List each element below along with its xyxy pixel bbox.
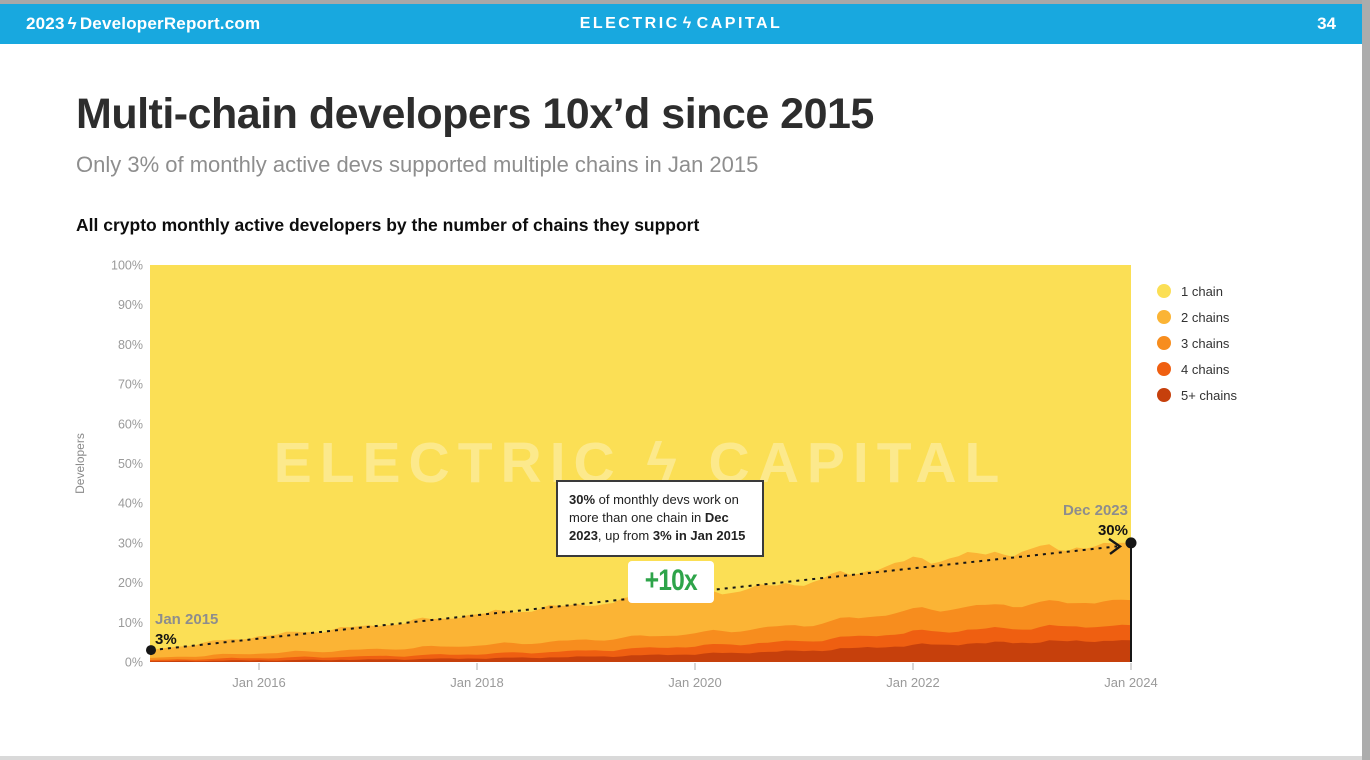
x-tick-label: Jan 2020 — [668, 675, 722, 690]
start-point-marker — [146, 645, 156, 656]
start-value: 3% — [155, 631, 177, 648]
end-point-marker — [1125, 537, 1137, 549]
brand-year: 2023 — [26, 14, 65, 33]
annotation-segment: of monthly devs work on more than one ch… — [569, 492, 739, 526]
annotation-segment: 3% in Jan 2015 — [652, 528, 746, 544]
frame-bottom-strip — [0, 756, 1370, 760]
growth-label: +10x — [644, 564, 698, 597]
legend-label: 2 chains — [1181, 309, 1230, 325]
legend-swatch-icon — [1157, 284, 1171, 298]
logo-right: CAPITAL — [696, 15, 783, 32]
x-tick-label: Jan 2022 — [886, 675, 940, 690]
legend-swatch-icon — [1157, 388, 1171, 402]
y-tick-label: 40% — [118, 497, 143, 511]
y-tick-label: 100% — [111, 259, 143, 273]
y-tick-label: 10% — [118, 616, 143, 630]
y-tick-label: 20% — [118, 576, 143, 590]
trend-arrowhead-icon — [1108, 537, 1123, 555]
legend-item: 3 chains — [1157, 330, 1237, 356]
page-number: 34 — [1317, 14, 1336, 33]
chart-title: All crypto monthly active developers by … — [76, 215, 700, 235]
y-tick-label: 50% — [118, 457, 143, 471]
area-5-chains — [150, 640, 1131, 662]
legend-swatch-icon — [1157, 362, 1171, 376]
trend-dashed-line — [151, 545, 1118, 652]
start-date: Jan 2015 — [155, 611, 219, 628]
header-bar: 2023 ϟ DeveloperReport.com ELECTRIC ϟ CAPITA… — [0, 4, 1362, 44]
annotation-segment: Dec 2023 — [569, 510, 729, 544]
page-title: Multi-chain developers 10x’d since 2015 — [76, 90, 874, 138]
legend-swatch-icon — [1157, 310, 1171, 324]
y-tick-label: 0% — [125, 656, 143, 670]
frame-right-scrollbar — [1362, 0, 1370, 760]
annotation-segment: 30% — [569, 492, 596, 507]
brand-site: DeveloperReport.com — [79, 14, 261, 33]
annotation-segment: , up from — [597, 528, 653, 544]
start-point-label: Jan 2015 3% — [155, 610, 218, 650]
legend-item: 4 chains — [1157, 356, 1237, 382]
end-point-label: Dec 2023 30% — [1018, 501, 1128, 541]
y-tick-label: 60% — [118, 417, 143, 431]
legend-item: 1 chain — [1157, 278, 1237, 304]
logo-left: ELECTRIC — [579, 15, 680, 32]
legend-label: 1 chain — [1181, 283, 1223, 299]
legend-label: 4 chains — [1181, 361, 1230, 377]
growth-badge: +10x — [628, 561, 714, 603]
frame-top-strip — [0, 0, 1370, 4]
annotation-callout: 30% of monthly devs work on more than on… — [556, 480, 764, 557]
legend-label: 3 chains — [1181, 335, 1230, 351]
end-value: 30% — [1097, 522, 1128, 539]
legend-item: 2 chains — [1157, 304, 1237, 330]
x-tick-label: Jan 2018 — [450, 675, 504, 690]
y-tick-label: 90% — [118, 298, 143, 312]
x-tick-label: Jan 2024 — [1104, 675, 1158, 690]
end-date: Dec 2023 — [1062, 502, 1128, 519]
page-subtitle: Only 3% of monthly active devs supported… — [76, 152, 759, 177]
bolt-icon: ϟ — [67, 14, 77, 33]
legend-swatch-icon — [1157, 336, 1171, 350]
y-axis-title: Developers — [73, 433, 87, 494]
legend-item: 5+ chains — [1157, 382, 1237, 408]
y-tick-label: 30% — [118, 536, 143, 550]
y-tick-label: 80% — [118, 338, 143, 352]
legend: 1 chain 2 chains 3 chains 4 chains 5+ chains — [1157, 278, 1237, 408]
x-tick-label: Jan 2016 — [232, 675, 286, 690]
legend-label: 5+ chains — [1181, 387, 1238, 403]
y-tick-label: 70% — [118, 378, 143, 392]
bolt-icon: ϟ — [682, 15, 694, 32]
brand-left: 2023 ϟ DeveloperReport.com — [26, 14, 260, 34]
